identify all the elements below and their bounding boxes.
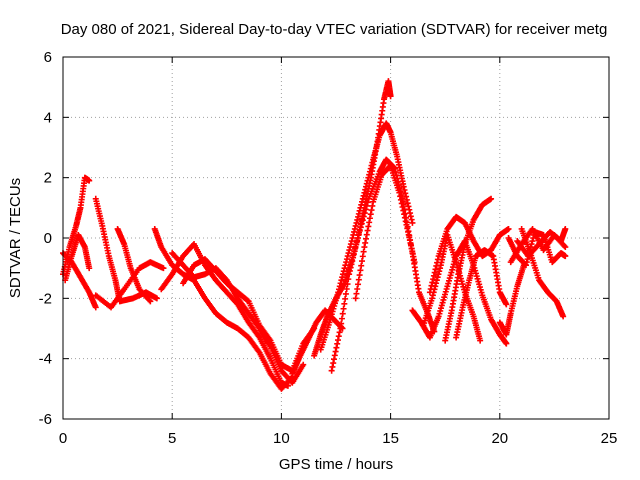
series-track-23 bbox=[518, 225, 567, 320]
data-point bbox=[86, 177, 93, 184]
series-track-3 bbox=[62, 231, 93, 284]
data-point bbox=[387, 93, 394, 100]
y-tick-label: -6 bbox=[39, 411, 52, 428]
data-point bbox=[503, 301, 510, 308]
x-tick-label: 0 bbox=[59, 430, 67, 447]
x-tick-label: 5 bbox=[168, 430, 176, 447]
data-point bbox=[359, 217, 366, 224]
y-tick-label: 2 bbox=[44, 170, 52, 187]
data-point bbox=[357, 224, 364, 231]
y-axis-label: SDTVAR / TECUs bbox=[7, 178, 24, 298]
data-point bbox=[160, 265, 167, 272]
y-tick-label: 4 bbox=[44, 109, 52, 126]
data-point bbox=[92, 304, 99, 311]
series-track-25 bbox=[496, 262, 527, 338]
data-point bbox=[356, 227, 363, 234]
data-point bbox=[364, 199, 371, 206]
x-tick-label: 20 bbox=[491, 430, 508, 447]
data-point bbox=[153, 295, 160, 302]
data-point bbox=[361, 210, 368, 217]
data-point bbox=[362, 206, 369, 213]
y-tick-label: -2 bbox=[39, 290, 52, 307]
data-point bbox=[503, 340, 510, 347]
series-track-24 bbox=[514, 225, 569, 260]
x-axis-label: GPS time / hours bbox=[279, 456, 393, 473]
data-points bbox=[60, 78, 569, 392]
x-tick-label: 15 bbox=[382, 430, 399, 447]
plot-frame bbox=[62, 56, 610, 420]
x-tick-label: 10 bbox=[273, 430, 290, 447]
series-track-7 bbox=[151, 225, 296, 392]
data-point bbox=[354, 235, 361, 241]
data-point bbox=[477, 337, 484, 344]
series-track-5 bbox=[92, 259, 167, 311]
series-track-13 bbox=[317, 120, 416, 353]
data-point bbox=[146, 297, 153, 304]
y-tick-label: 0 bbox=[44, 230, 52, 247]
data-point bbox=[244, 297, 251, 304]
data-point bbox=[411, 259, 418, 266]
series-track-4 bbox=[92, 195, 160, 305]
data-point bbox=[488, 195, 495, 202]
data-point bbox=[409, 219, 416, 226]
series-track-6 bbox=[114, 225, 154, 305]
data-point bbox=[86, 265, 93, 272]
data-point bbox=[284, 382, 291, 389]
series-track-8 bbox=[158, 241, 291, 389]
series-track-1 bbox=[60, 174, 93, 278]
data-point bbox=[363, 202, 370, 209]
data-point bbox=[360, 213, 367, 220]
data-point bbox=[560, 313, 567, 320]
series-track-19 bbox=[442, 195, 495, 344]
x-tick-label: 25 bbox=[601, 430, 618, 447]
data-point bbox=[358, 220, 365, 227]
data-point bbox=[561, 242, 568, 249]
series-track-20 bbox=[453, 247, 510, 341]
data-point bbox=[562, 253, 569, 260]
data-point bbox=[562, 244, 569, 251]
data-point bbox=[562, 225, 569, 232]
chart-title: Day 080 of 2021, Sidereal Day-to-day VTE… bbox=[61, 21, 608, 38]
series-track-11 bbox=[289, 307, 346, 377]
y-tick-labels: -6 -4 -2 0 2 4 6 bbox=[39, 49, 52, 428]
data-point bbox=[520, 262, 527, 269]
series-track-15 bbox=[352, 162, 418, 302]
data-point bbox=[300, 361, 307, 368]
data-point bbox=[355, 231, 362, 238]
y-tick-label: 6 bbox=[44, 49, 52, 66]
y-tick-label: -4 bbox=[39, 351, 52, 368]
data-point bbox=[505, 225, 512, 232]
x-tick-labels: 0 5 10 15 20 25 bbox=[59, 430, 618, 447]
data-point bbox=[147, 298, 154, 305]
